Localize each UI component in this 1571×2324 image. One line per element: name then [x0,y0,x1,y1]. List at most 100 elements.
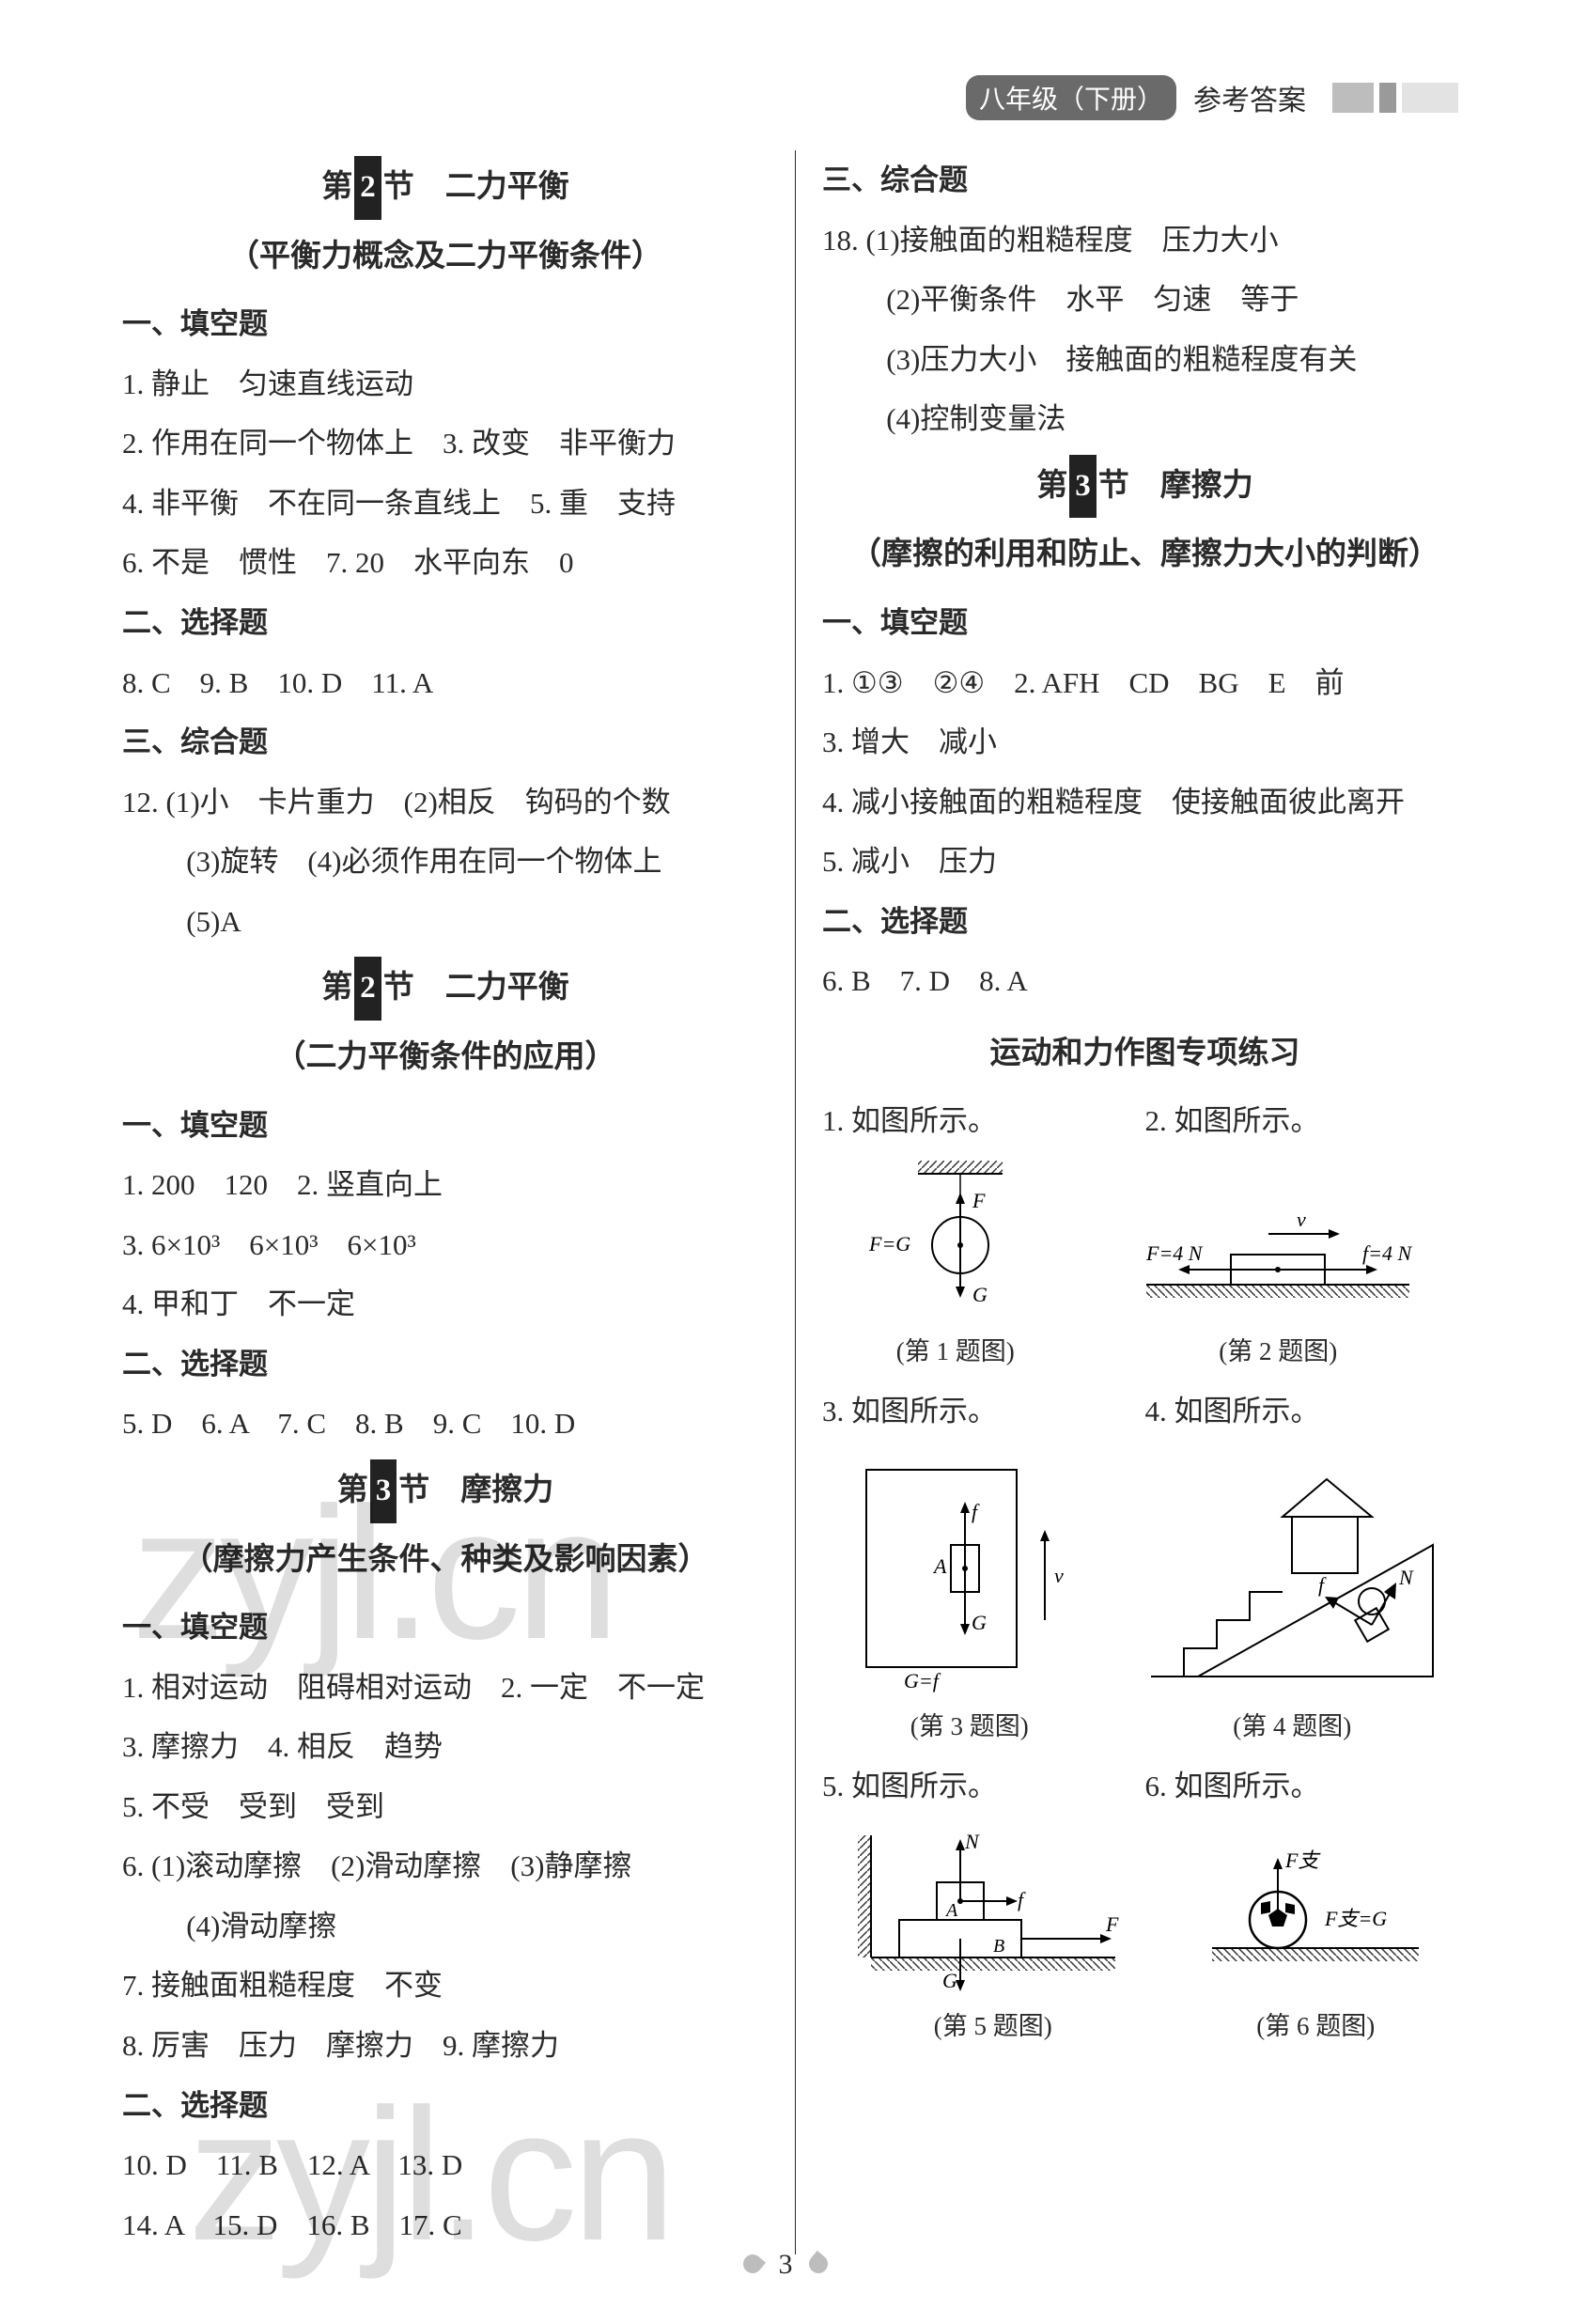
left-column: 第2节 二力平衡 （平衡力概念及二力平衡条件） 一、填空题 1. 静止 匀速直线… [122,150,795,2254]
section-number-box: 2 [354,156,381,220]
section-subtitle: （二力平衡条件的应用） [122,1026,769,1090]
svg-text:f=4 N: f=4 N [1362,1241,1412,1265]
svg-text:N: N [964,1830,980,1853]
answer-line: 4. 非平衡 不在同一条直线上 5. 重 支持 [122,474,769,534]
figure-label: 4. 如图所示。 [1145,1381,1469,1442]
answer-line: 1. ①③ ②④ 2. AFH CD BG E 前 [822,653,1468,713]
svg-text:F支: F支 [1284,1848,1321,1872]
svg-text:G: G [972,1283,988,1306]
answer-line: 12. (1)小 卡片重力 (2)相反 钩码的个数 [122,772,769,833]
svg-text:G: G [942,1969,957,1992]
answer-line: (3)压力大小 接触面的粗糙程度有关 [822,330,1468,390]
section-subtitle: （平衡力概念及二力平衡条件） [122,226,769,289]
answer-line: 5. D 6. A 7. C 8. B 9. C 10. D [122,1394,769,1454]
svg-text:v: v [1054,1564,1064,1587]
answer-line: 1. 200 120 2. 竖直向上 [122,1155,769,1215]
category-heading: 三、综合题 [822,150,1468,211]
grade-badge: 八年级（下册） [966,75,1176,120]
svg-text:B: B [993,1936,1004,1957]
answer-line: 10. D 11. B 12. A 13. D [122,2135,769,2195]
section-number-box: 2 [354,957,381,1021]
answer-line: 5. 不受 受到 受到 [122,1777,769,1837]
category-heading: 一、填空题 [122,1598,769,1658]
answer-line: 8. C 9. B 10. D 11. A [122,653,769,713]
drawing-section-title: 运动和力作图专项练习 [822,1022,1468,1086]
svg-text:f: f [1318,1573,1327,1597]
category-heading: 二、选择题 [822,892,1468,952]
answer-line: (3)旋转 (4)必须作用在同一个物体上 [122,832,769,892]
answer-line: 6. (1)滚动摩擦 (2)滑动摩擦 (3)静摩擦 [122,1836,769,1896]
figure-label: 2. 如图所示。 [1145,1091,1469,1151]
answer-line: (5)A [122,892,769,952]
figure-caption: (第 1 题图) [862,1326,1050,1378]
category-heading: 二、选择题 [122,1334,769,1395]
answer-line: 2. 作用在同一个物体上 3. 改变 非平衡力 [122,413,769,474]
answer-line: 3. 6×10³ 6×10³ 6×10³ [122,1215,769,1275]
figure-caption: (第 4 题图) [1142,1701,1442,1753]
figure-3: f A G v G=f (第 3 题图) [848,1451,1092,1753]
figure-label: 3. 如图所示。 [822,1381,1145,1442]
section-number-box: 3 [1069,455,1097,519]
svg-text:F: F [972,1189,986,1212]
figure-caption: (第 2 题图) [1128,1326,1428,1378]
leaf-icon [805,2251,832,2277]
section-subtitle: （摩擦力产生条件、种类及影响因素） [122,1529,769,1593]
right-column: 三、综合题 18. (1)接触面的粗糙程度 压力大小 (2)平衡条件 水平 匀速… [795,150,1468,2254]
svg-text:G=f: G=f [904,1669,941,1692]
figure-caption: (第 3 题图) [848,1701,1092,1753]
figure-4: f N (第 4 题图) [1142,1451,1442,1753]
svg-text:v: v [1297,1208,1306,1231]
figure-6: F支 F支=G (第 6 题图) [1193,1835,1438,2052]
answer-line: (4)滑动摩擦 [122,1896,769,1957]
section-title: 第2节 二力平衡 [122,957,769,1021]
answer-line: 4. 减小接触面的粗糙程度 使接触面彼此离开 [822,772,1468,833]
figure-label: 1. 如图所示。 [822,1091,1145,1151]
svg-text:F: F [1105,1912,1119,1936]
section-number-box: 3 [370,1459,397,1523]
answer-line: 3. 增大 减小 [822,712,1468,772]
section-title: 第3节 摩擦力 [822,455,1468,519]
answer-line: 1. 相对运动 阻碍相对运动 2. 一定 不一定 [122,1658,769,1718]
category-heading: 一、填空题 [122,1096,769,1156]
answer-line: 4. 甲和丁 不一定 [122,1274,769,1334]
svg-text:N: N [1398,1566,1414,1589]
svg-text:A: A [932,1554,947,1578]
svg-text:A: A [944,1900,958,1921]
answer-line: 3. 摩擦力 4. 相反 趋势 [122,1717,769,1777]
category-heading: 二、选择题 [122,593,769,653]
svg-text:F支=G: F支=G [1324,1907,1387,1930]
category-heading: 一、填空题 [822,593,1468,653]
answer-line: 18. (1)接触面的粗糙程度 压力大小 [822,211,1468,271]
figure-2: v F=4 N f=4 N (第 2 题图) [1128,1198,1428,1378]
figure-caption: (第 6 题图) [1193,2001,1438,2052]
answer-line: (2)平衡条件 水平 匀速 等于 [822,270,1468,330]
svg-text:F=G: F=G [868,1232,910,1256]
header-label: 参考答案 [1193,77,1306,118]
category-heading: 二、选择题 [122,2076,769,2136]
section-title: 第3节 摩擦力 [122,1459,769,1523]
figure-5: N f F A B G (第 5 题图) [852,1826,1134,2052]
section-title: 第2节 二力平衡 [122,156,769,220]
header-decor [1332,83,1458,113]
section-subtitle: （摩擦的利用和防止、摩擦力大小的判断） [822,523,1468,587]
figure-label: 6. 如图所示。 [1145,1756,1469,1817]
svg-text:f: f [1018,1888,1026,1911]
svg-text:G: G [972,1611,987,1634]
category-heading: 三、综合题 [122,712,769,772]
answer-line: 1. 静止 匀速直线运动 [122,354,769,414]
page-number: 3 [0,2249,1571,2281]
answer-line: 7. 接触面粗糙程度 不变 [122,1956,769,2016]
answer-line: 14. A 15. D 16. B 17. C [122,2195,769,2255]
answer-line: 6. 不是 惯性 7. 20 水平向东 0 [122,533,769,593]
figure-1: F G F=G (第 1 题图) [862,1161,1050,1378]
svg-text:f: f [972,1500,980,1523]
page-header: 八年级（下册） 参考答案 [966,75,1458,120]
answer-line: 6. B 7. D 8. A [822,951,1468,1011]
category-heading: 一、填空题 [122,294,769,354]
figure-label: 5. 如图所示。 [822,1756,1145,1817]
answer-line: (4)控制变量法 [822,389,1468,449]
svg-text:F=4 N: F=4 N [1145,1241,1204,1265]
figure-caption: (第 5 题图) [852,2001,1134,2052]
leaf-icon [739,2251,766,2277]
answer-line: 5. 减小 压力 [822,832,1468,892]
